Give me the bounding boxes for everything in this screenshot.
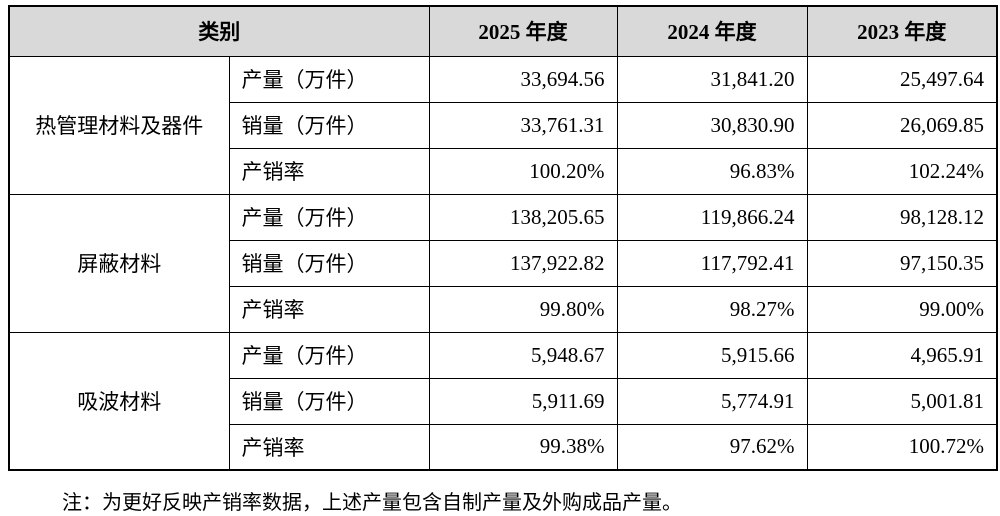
data-table: 类别 2025 年度 2024 年度 2023 年度 热管理材料及器件 产量（万件） 33… [8,5,998,471]
table-row: 销量（万件） 137,922.82 117,792.41 97,150.35 [9,239,998,287]
value-cell: 97.62% [616,423,808,471]
value-cell: 5,915.66 [616,331,808,379]
value-cell: 33,761.31 [428,101,618,149]
value-cell: 99.00% [806,285,998,333]
header-cell: 2023 年度 [806,5,998,57]
value-cell: 99.80% [428,285,618,333]
row-label: 销量（万件） [228,377,430,425]
table-row: 屏蔽材料 产量（万件） 138,205.65 119,866.24 98,128.12 [8,193,998,333]
value-cell: 5,001.81 [806,377,998,425]
row-label: 产销率 [228,147,430,195]
value-cell: 102.24% [806,147,998,195]
header-cell: 类别 [8,5,430,57]
row-label: 产量（万件） [228,55,430,103]
value-cell: 100.20% [428,147,618,195]
value-cell: 25,497.64 [806,55,998,103]
value-cell: 31,841.20 [616,55,808,103]
value-cell: 138,205.65 [428,193,618,241]
value-cell: 96.83% [616,147,808,195]
row-label: 产销率 [228,423,430,471]
value-cell: 5,774.91 [616,377,808,425]
value-cell: 26,069.85 [806,101,998,149]
value-cell: 100.72% [806,423,998,471]
header-row: 类别 2025 年度 2024 年度 2023 年度 [8,5,998,57]
value-cell: 97,150.35 [806,239,998,287]
value-cell: 119,866.24 [616,193,808,241]
note: 注：为更好反映产销率数据，上述产量包含自制产量及外购成品产量。 [62,492,682,514]
table-row: 产销率 99.80% 98.27% 99.00% [9,285,998,333]
row-label: 销量（万件） [228,239,430,287]
group-cell: 屏蔽材料 [8,193,230,333]
value-cell: 98.27% [616,285,808,333]
value-cell: 117,792.41 [616,239,808,287]
table-row: 销量（万件） 5,911.69 5,774.91 5,001.81 [9,377,998,425]
value-cell: 5,948.67 [428,331,618,379]
header-cell: 2025 年度 [428,5,618,57]
row-label: 销量（万件） [228,101,430,149]
value-cell: 137,922.82 [428,239,618,287]
value-cell: 30,830.90 [616,101,808,149]
value-cell: 4,965.91 [806,331,998,379]
row-label: 产量（万件） [228,331,430,379]
header-cell: 2024 年度 [616,5,808,57]
table-row: 产销率 99.38% 97.62% 100.72% [9,423,998,471]
value-cell: 33,694.56 [428,55,618,103]
row-label: 产销率 [228,285,430,333]
group-cell: 热管理材料及器件 [8,55,230,195]
value-cell: 99.38% [428,423,618,471]
table-row: 热管理材料及器件 产量（万件） 33,694.56 31,841.20 25,497.6… [8,55,998,195]
value-cell: 98,128.12 [806,193,998,241]
table-row: 吸波材料 产量（万件） 5,948.67 5,915.66 4,965.91 [8,331,998,471]
value-cell: 5,911.69 [428,377,618,425]
group-cell: 吸波材料 [8,331,230,471]
row-label: 产量（万件） [228,193,430,241]
